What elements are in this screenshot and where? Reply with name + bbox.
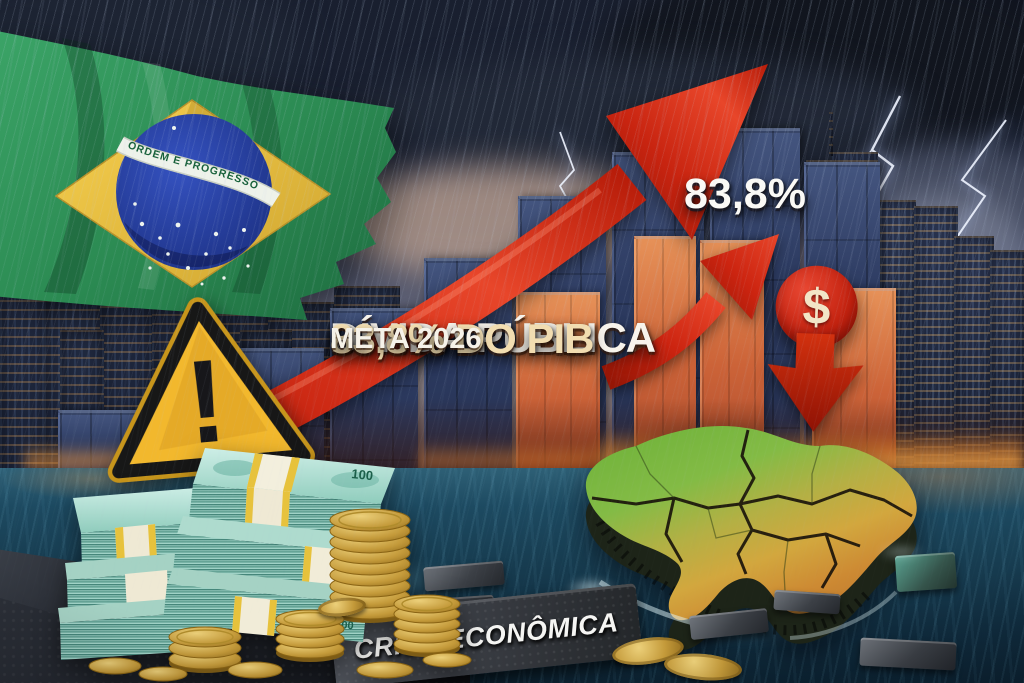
antenna-spire — [829, 112, 833, 156]
wave-foam — [868, 540, 934, 564]
fire-glow — [420, 442, 600, 472]
down-arrow-icon — [767, 333, 864, 432]
peak-percentage-label: 83,8% — [684, 170, 806, 218]
warning-triangle: ! — [107, 297, 316, 483]
brazil-flag: ORDEM E PROGRESSO — [0, 31, 396, 320]
banknote-100: 100 — [351, 466, 374, 483]
headline-title: DÍVIDA PÚBLICA — [330, 314, 656, 361]
coin-stack — [88, 508, 472, 682]
flag-stars — [133, 126, 250, 286]
money-stacks: 100 100 100 — [58, 448, 472, 682]
currency-drop-badge: $ — [763, 264, 885, 444]
headline-meta: META 2026 — [330, 323, 482, 355]
headline-value: 83,8% DO PIB — [330, 315, 594, 362]
